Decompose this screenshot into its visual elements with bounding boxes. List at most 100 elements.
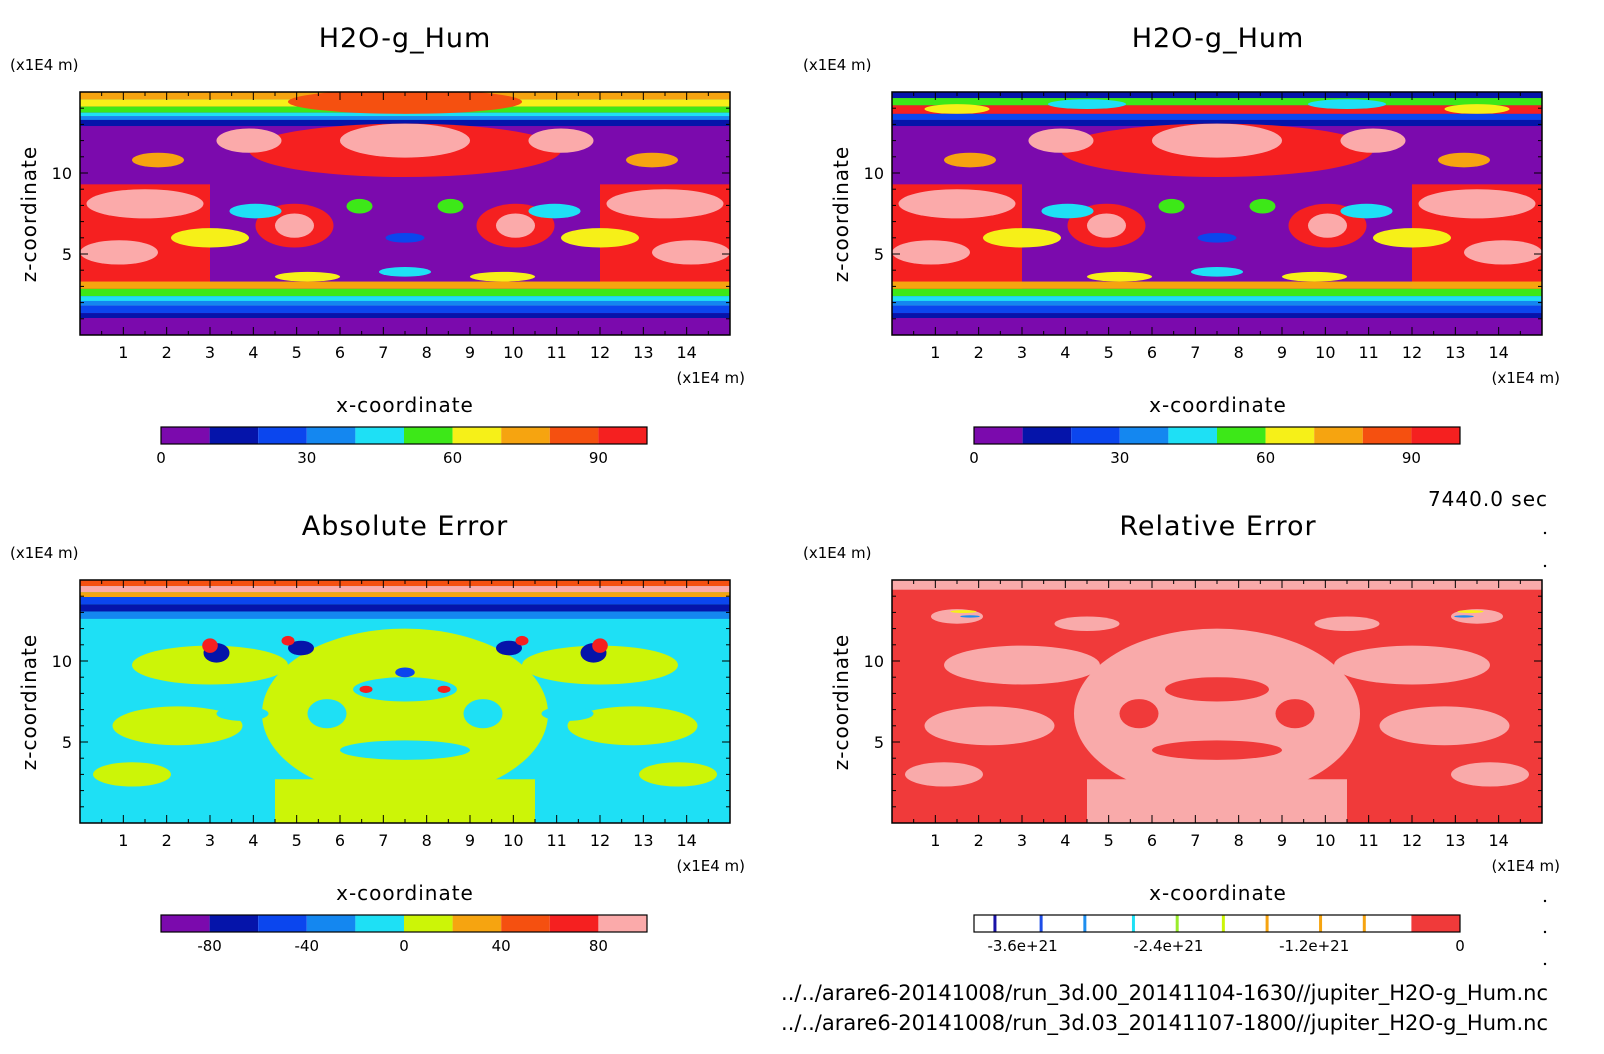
colorbar-tick-label: 0 [969,449,979,467]
field-blob [1249,198,1276,214]
x-tick-label: 13 [1445,343,1465,362]
colorbar-swatch [1217,427,1266,444]
field-blob [1028,128,1094,153]
colorbar-frame [160,914,648,933]
colorbar-swatch [1265,427,1315,444]
colorbar: -3.6e+21 -2.4e+21 -1.2e+21 0 [973,914,1465,955]
x-tick-label: 9 [1277,831,1287,850]
field-region [80,317,730,335]
x-tick-label: 2 [974,343,984,362]
x-tick-label: 4 [1060,343,1070,362]
field-region [892,296,1542,301]
field-blob [307,699,347,729]
panel-relative-error: Relative Error (x1E4 m) z-coordinate (x1… [803,511,1560,905]
x-tick-label: 5 [292,343,302,362]
field-blob [1282,271,1347,282]
field-region [892,317,1542,335]
field-region [892,105,1542,114]
y-tick-label: 10 [52,652,72,671]
plot-area [892,92,1542,335]
x-tick-label: 5 [292,831,302,850]
colorbar: 0 30 60 90 [969,426,1461,467]
field-blob [528,203,581,219]
y-tick-label: 5 [62,733,72,752]
x-units-label: (x1E4 m) [676,857,745,875]
colorbar-swatch [209,427,259,444]
y-tick-label: 5 [874,245,884,264]
colorbar-swatch [993,915,997,932]
field-blob [229,203,282,219]
field-region [892,305,1542,314]
field-blob [202,638,218,653]
field-blob [463,699,503,729]
field-blob [496,640,522,656]
time-label: 7440.0 sec [1428,487,1548,511]
field-blob [924,104,990,114]
field-blob [93,762,171,787]
field-blob [892,240,970,265]
colorbar-swatch [161,915,210,932]
colorbar-swatch [1362,915,1366,932]
field-blob [80,240,158,265]
x-axis-label: x-coordinate [1149,881,1287,905]
field-blob [395,667,415,678]
footer-file-2: ../../arare6-20141008/run_3d.03_20141107… [781,1011,1548,1036]
field-region [892,300,1542,306]
colorbar-tick-label: 90 [589,449,608,467]
colorbar-tick-label: 40 [492,937,511,955]
field-region [892,113,1542,120]
field-blob [1087,213,1126,238]
field-blob [626,152,678,168]
colorbar-tick-label: -40 [295,937,320,955]
colorbar-swatch [1175,915,1179,932]
field-blob [606,189,724,219]
x-tick-label: 3 [205,343,215,362]
field-blob [1152,740,1282,760]
field-blob [944,152,996,168]
x-tick-label: 9 [465,831,475,850]
field-blob [1438,152,1490,168]
colorbar-swatch [306,427,356,444]
colorbar-tick-label: 90 [1402,449,1421,467]
field-region [80,296,730,301]
colorbar-swatch [1131,915,1135,932]
x-tick-label: 1 [118,831,128,850]
x-axis-label: x-coordinate [336,393,474,417]
field-blob [1373,228,1451,248]
field-blob [171,228,249,248]
panel-title: H2O-g_Hum [319,23,492,54]
x-tick-label: 6 [335,831,345,850]
field-region [80,611,730,619]
colorbar-tick-label: 60 [1256,449,1275,467]
x-tick-label: 12 [1402,343,1422,362]
x-tick-label: 3 [1017,831,1027,850]
x-units-label: (x1E4 m) [1491,857,1560,875]
plot-area [892,580,1542,823]
field-blob [288,640,314,656]
field-blob [112,706,243,746]
y-units-label: (x1E4 m) [10,544,79,562]
x-tick-label: 13 [633,831,653,850]
x-tick-label: 11 [546,343,566,362]
x-tick-label: 13 [1445,831,1465,850]
field-blob [1457,610,1484,614]
field-region [80,305,730,314]
field-blob [132,645,288,685]
y-tick-label: 5 [874,733,884,752]
y-units-label: (x1E4 m) [803,544,872,562]
x-tick-label: 5 [1104,831,1114,850]
x-tick-label: 7 [1190,343,1200,362]
field-region [892,313,1542,318]
field-blob [1165,677,1269,702]
field-region [892,98,1542,106]
field-blob [1054,616,1120,632]
field-blob [1464,240,1542,265]
field-blob [346,198,373,214]
field-blob [515,635,529,646]
field-region [892,119,1542,127]
x-tick-label: 2 [974,831,984,850]
panel-absolute-error: Absolute Error (x1E4 m) z-coordinate (x1… [10,511,745,905]
field-region [80,313,730,318]
